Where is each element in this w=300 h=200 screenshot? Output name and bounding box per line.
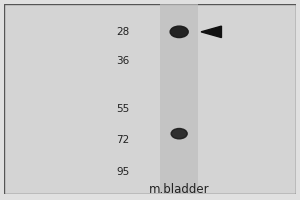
Text: m.bladder: m.bladder — [149, 183, 209, 196]
Ellipse shape — [171, 129, 187, 139]
Polygon shape — [201, 26, 221, 38]
Ellipse shape — [170, 26, 188, 38]
Text: 72: 72 — [116, 135, 130, 145]
Text: 28: 28 — [116, 27, 130, 37]
Bar — [160, 4, 198, 194]
Text: 55: 55 — [116, 104, 130, 114]
Text: 36: 36 — [116, 56, 130, 66]
Text: 95: 95 — [116, 167, 130, 177]
